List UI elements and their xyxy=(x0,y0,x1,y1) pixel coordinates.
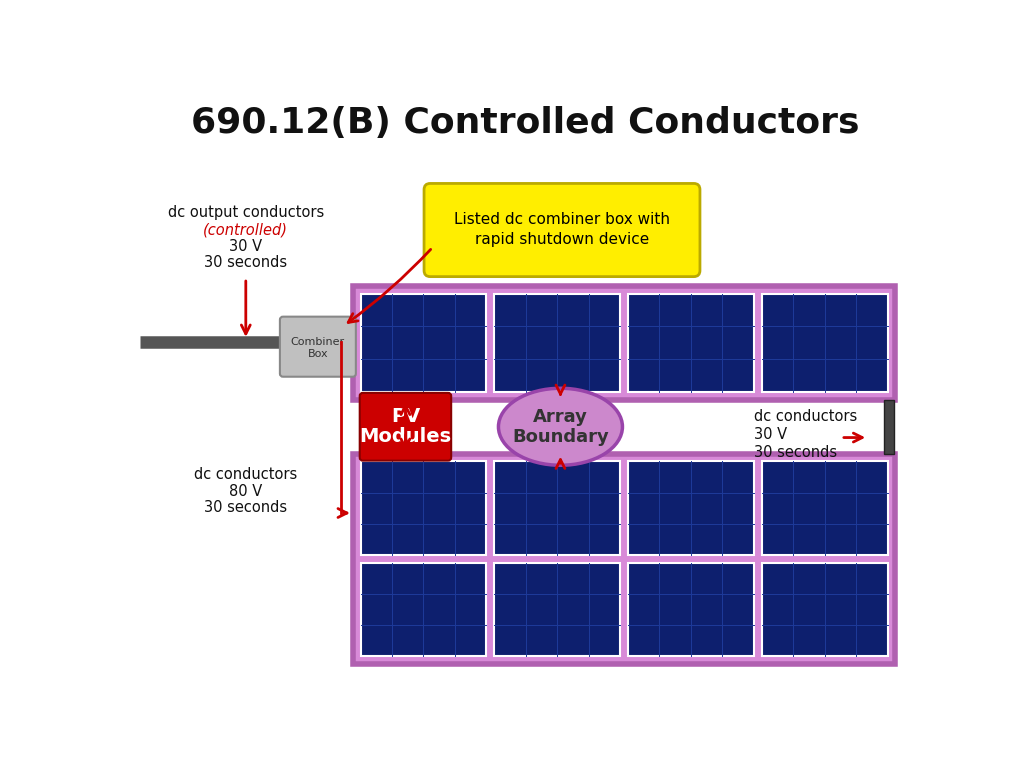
Text: Listed dc combiner box with: Listed dc combiner box with xyxy=(454,212,670,226)
Bar xyxy=(360,461,486,555)
Bar xyxy=(495,293,621,392)
Text: Array: Array xyxy=(534,408,588,426)
Bar xyxy=(762,293,888,392)
Bar xyxy=(762,562,888,656)
Text: rapid shutdown device: rapid shutdown device xyxy=(475,232,649,247)
FancyBboxPatch shape xyxy=(280,317,356,377)
Bar xyxy=(360,293,486,392)
Text: 30 V: 30 V xyxy=(229,239,262,254)
Text: Boundary: Boundary xyxy=(512,428,609,446)
Bar xyxy=(495,461,621,555)
Text: 30 seconds: 30 seconds xyxy=(204,255,288,270)
Bar xyxy=(628,562,754,656)
Text: 30 seconds: 30 seconds xyxy=(755,445,838,460)
Text: PV: PV xyxy=(391,407,420,426)
FancyBboxPatch shape xyxy=(359,393,452,461)
Text: dc output conductors: dc output conductors xyxy=(168,205,324,220)
FancyBboxPatch shape xyxy=(352,286,895,400)
Text: (controlled): (controlled) xyxy=(204,223,289,237)
Bar xyxy=(628,293,754,392)
Text: 80 V: 80 V xyxy=(229,484,262,499)
Text: 690.12(B) Controlled Conductors: 690.12(B) Controlled Conductors xyxy=(190,106,859,139)
Text: dc conductors: dc conductors xyxy=(195,467,297,482)
Bar xyxy=(628,461,754,555)
Ellipse shape xyxy=(499,388,623,465)
Bar xyxy=(495,562,621,656)
FancyBboxPatch shape xyxy=(424,184,700,277)
Bar xyxy=(360,562,486,656)
Bar xyxy=(762,461,888,555)
Text: Box: Box xyxy=(307,349,328,359)
Text: Modules: Modules xyxy=(359,426,452,446)
FancyBboxPatch shape xyxy=(352,454,895,664)
Bar xyxy=(885,400,894,454)
Text: 30 seconds: 30 seconds xyxy=(204,500,288,515)
Text: 30 V: 30 V xyxy=(755,427,787,442)
Text: Combiner: Combiner xyxy=(291,337,345,347)
Text: dc conductors: dc conductors xyxy=(755,409,857,424)
